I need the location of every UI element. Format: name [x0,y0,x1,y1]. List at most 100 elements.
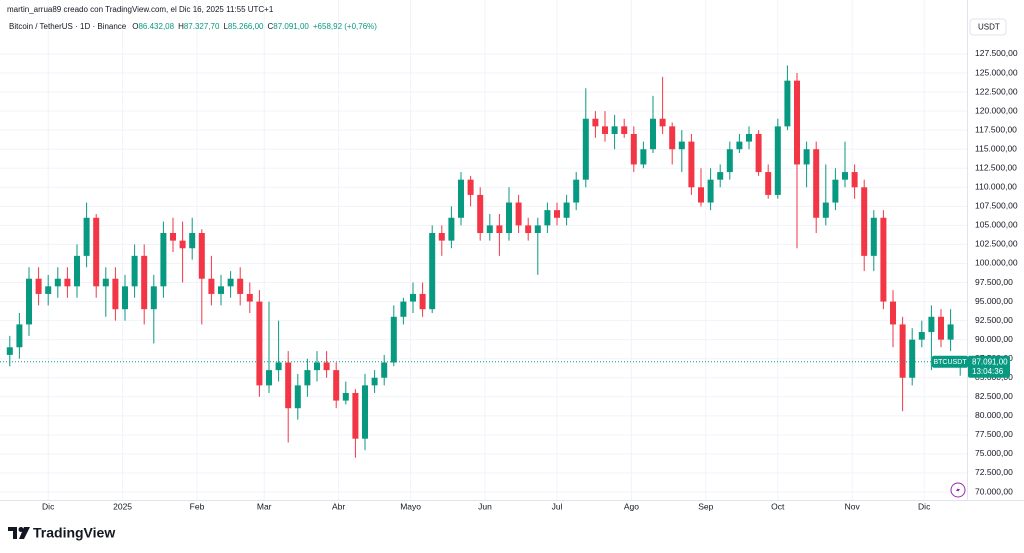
candle-body [688,141,695,188]
alert-icon[interactable] [950,482,966,498]
x-tick-label: Abr [332,501,345,511]
candle-body [755,133,762,173]
y-tick-label: 117.500,00 [975,124,1017,134]
candle-body [467,179,474,195]
y-tick-label: 105.000,00 [975,220,1018,230]
countdown: 13:04:36 [972,367,1004,376]
y-tick-label: 80.000,00 [975,410,1013,420]
candle-body [861,187,868,256]
ohlc-key: O [132,22,138,31]
ohlc-value: 85.266,00 [228,22,264,31]
candle-body [592,118,599,127]
candle-body [736,141,743,150]
candle-body [947,324,954,340]
candle-body [352,392,359,439]
ohlc-value: 87.327,70 [184,22,220,31]
candle-body [563,202,570,218]
candle-body [938,316,944,340]
ohlc-key: C [268,22,274,31]
candle-body [122,286,128,310]
x-tick-label: Feb [190,501,205,511]
candle-body [390,316,397,363]
candle-body [458,179,464,218]
candle-body [506,202,512,234]
y-tick-label: 75.000,00 [975,448,1013,458]
alert-bolt [956,486,960,494]
candle-body [918,332,925,340]
candle-body [534,225,541,234]
candle-body [554,210,560,218]
candle-body [813,149,820,218]
logo-text: TradingView [33,525,115,541]
candle-body [765,172,772,195]
candle-body [909,339,916,378]
y-tick-label: 125.000,00 [975,67,1018,77]
y-tick-label: 82.500,00 [975,391,1013,401]
candle-body [486,225,493,234]
candle-body [659,118,666,127]
candle-body [266,370,272,386]
y-tick-label: 110.000,00 [975,182,1017,192]
candle-body [93,217,100,287]
candle-body [323,362,330,371]
candle-body [611,126,618,134]
candle-body [669,126,676,150]
y-tick-label: 97.500,00 [975,277,1013,287]
symbol-legend: Bitcoin / TetherUS · 1D · Binance O86.432… [9,22,377,31]
attribution: martin_arrua89 creado con TradingView.co… [7,5,274,14]
candle-body [294,385,301,409]
candle-body [198,233,205,279]
symbol-tag: BTCUSDT [933,359,967,366]
y-tick-label: 122.500,00 [975,86,1018,96]
candle-body [880,217,887,302]
currency-box[interactable] [969,18,1007,36]
candle-body [400,301,407,317]
x-tick-label: Mar [257,501,272,511]
x-tick-label: Ago [624,501,639,511]
candle-body [362,385,368,439]
candle-body [525,225,532,234]
candle-body [16,324,23,348]
candle-body [26,278,32,325]
candle-body [112,278,119,310]
candle-body [573,179,580,203]
candle-body [582,118,589,180]
candle-body [851,172,858,188]
currency: USDT [978,23,1000,32]
candle-body [45,286,52,294]
logo-slash [19,527,30,539]
candle-body [285,362,292,409]
candle-body [726,149,733,173]
candle-body [803,149,810,165]
candle-body [717,172,724,180]
candle-body [381,362,388,378]
candle-body [496,225,503,234]
candle-body [74,255,80,287]
candle-body [208,278,215,294]
candle-body [304,370,311,386]
x-tick-label: Mayo [400,501,421,511]
candle-body [870,217,877,256]
candle-body [515,202,522,226]
candle-body [544,210,551,226]
candle-body [890,301,896,325]
candle-body [794,80,800,165]
candle-body [6,347,13,355]
candle-body [698,187,704,203]
y-tick-label: 70.000,00 [975,486,1013,496]
logo-shape [8,527,17,539]
logo-mark [8,527,30,539]
candle-body [842,172,848,180]
candle-body [371,377,378,386]
candle-body [227,278,234,287]
x-tick-label: 2025 [113,501,132,511]
y-tick-label: 107.500,00 [975,201,1018,211]
candle-body [899,324,906,378]
candle-body [342,392,349,401]
candle-body [640,149,647,165]
candle-body [160,233,167,287]
candle-body [246,293,253,302]
